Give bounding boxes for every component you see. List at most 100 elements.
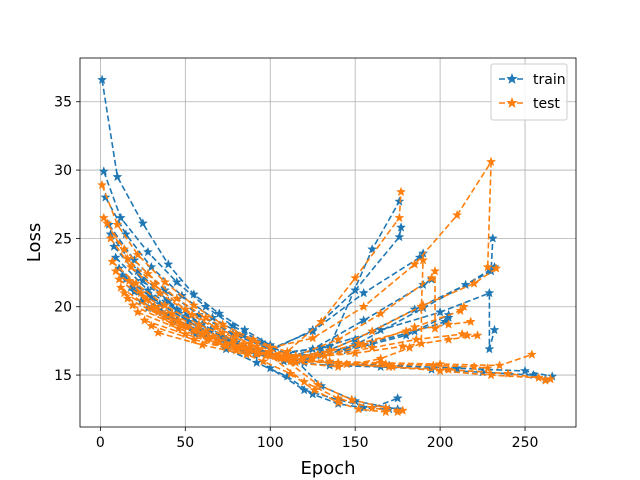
- data-point-train: [110, 252, 121, 262]
- legend-label-train: train: [533, 72, 566, 88]
- data-point-test: [115, 282, 126, 292]
- data-point-train: [484, 287, 495, 298]
- data-point-test: [324, 345, 335, 355]
- legend-entry-test: test: [499, 96, 560, 112]
- data-point-train: [112, 171, 123, 182]
- data-point-test: [285, 356, 296, 366]
- data-point-test: [545, 373, 556, 384]
- data-point-test: [401, 325, 412, 336]
- data-point-test: [200, 312, 211, 322]
- data-point-test: [443, 334, 454, 344]
- data-point-test: [231, 345, 242, 355]
- data-point-test: [139, 315, 150, 325]
- data-point-train: [108, 241, 120, 251]
- data-point-test: [418, 300, 429, 310]
- series-line-train-run-1: [103, 171, 400, 357]
- x-tick-label: 200: [427, 435, 454, 451]
- data-point-train: [100, 192, 111, 202]
- series-line-test-run-10: [132, 267, 497, 360]
- data-point-test: [312, 379, 323, 389]
- data-point-test: [248, 334, 259, 344]
- data-point-test: [107, 256, 118, 266]
- data-point-test: [159, 300, 171, 310]
- data-point-test: [102, 218, 113, 228]
- data-point-test: [526, 349, 537, 359]
- data-point-test: [333, 334, 344, 344]
- data-point-test: [428, 360, 439, 370]
- data-point-test: [333, 361, 344, 372]
- data-point-test: [395, 186, 407, 197]
- data-point-test: [465, 316, 476, 327]
- data-point-train: [358, 287, 369, 298]
- data-point-test: [142, 268, 154, 279]
- series-line-test-run-7: [120, 260, 424, 368]
- data-point-test: [149, 301, 160, 312]
- data-point-test: [380, 406, 391, 417]
- x-axis-label: Epoch: [300, 458, 355, 479]
- data-point-train: [142, 246, 154, 257]
- series-line-test-run-13: [151, 325, 468, 360]
- data-point-test: [130, 278, 142, 288]
- series-line-test-run-4: [111, 261, 465, 360]
- data-point-train: [129, 254, 140, 265]
- data-point-train: [299, 384, 310, 395]
- data-point-test: [404, 342, 415, 353]
- series-lines: [97, 74, 558, 417]
- data-point-test: [258, 356, 269, 366]
- data-point-train: [200, 301, 211, 312]
- data-point-test: [482, 362, 493, 373]
- data-point-train: [392, 392, 403, 403]
- series-line-test-run-3: [109, 237, 436, 357]
- data-point-train: [251, 357, 262, 368]
- legend-entry-train: train: [499, 72, 566, 88]
- data-point-test: [472, 330, 483, 340]
- data-point-test: [154, 287, 165, 298]
- data-point-test: [494, 360, 505, 370]
- data-point-train: [460, 279, 471, 290]
- data-point-test: [387, 361, 398, 372]
- data-point-test: [187, 309, 198, 320]
- data-point-test: [159, 276, 171, 287]
- data-point-test: [309, 384, 320, 395]
- x-tick-label: 250: [512, 435, 539, 451]
- data-point-test: [127, 300, 138, 310]
- data-point-test: [333, 397, 344, 407]
- x-tick-label: 0: [96, 435, 105, 451]
- data-point-test: [176, 320, 187, 331]
- data-point-train: [487, 233, 498, 243]
- data-point-test: [132, 249, 143, 260]
- data-point-train: [350, 284, 361, 295]
- data-point-train: [394, 196, 405, 206]
- data-point-test: [97, 179, 108, 190]
- x-tick-label: 50: [176, 435, 194, 451]
- data-point-train: [227, 320, 238, 331]
- data-point-test: [153, 327, 164, 338]
- data-point-train: [163, 259, 174, 269]
- data-point-test: [275, 353, 286, 363]
- data-point-test: [533, 372, 544, 383]
- data-point-test: [358, 301, 369, 312]
- data-point-train: [367, 243, 378, 254]
- data-point-test: [285, 368, 296, 379]
- data-point-train: [137, 218, 148, 228]
- data-point-test: [333, 357, 344, 368]
- y-tick-label: 20: [54, 300, 72, 316]
- data-point-test: [159, 312, 171, 322]
- data-point-test: [105, 233, 116, 243]
- data-point-test: [394, 212, 405, 223]
- data-point-test: [458, 301, 469, 312]
- data-point-test: [462, 330, 473, 340]
- data-point-train: [180, 310, 191, 321]
- data-point-test: [380, 358, 391, 369]
- data-point-train: [519, 365, 531, 376]
- data-point-train: [324, 360, 335, 370]
- series-line-test-run-8: [123, 292, 398, 413]
- y-tick-label: 25: [54, 231, 72, 247]
- y-tick-label: 30: [54, 163, 72, 179]
- data-point-test: [469, 278, 480, 288]
- data-point-test: [153, 306, 164, 317]
- data-point-test: [491, 263, 502, 273]
- data-point-test: [217, 327, 228, 338]
- data-point-train: [214, 308, 225, 318]
